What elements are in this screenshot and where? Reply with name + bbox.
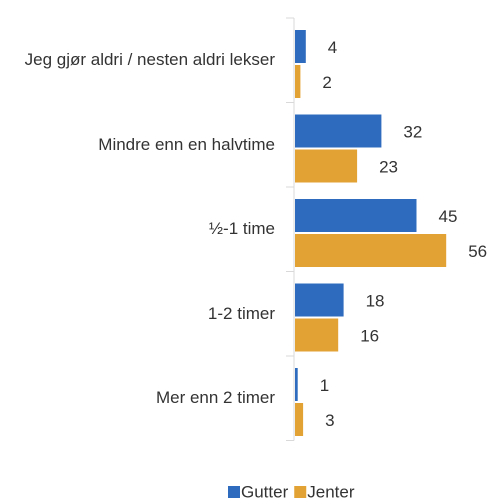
bar bbox=[295, 234, 447, 267]
category-text: Mer enn 2 timer bbox=[155, 388, 275, 408]
bar bbox=[295, 368, 298, 401]
bar bbox=[295, 318, 339, 352]
value-label: 16 bbox=[360, 326, 379, 345]
legend-label: Gutter bbox=[241, 482, 289, 501]
legend-swatch bbox=[294, 486, 307, 498]
category-label: 1-2 timer bbox=[208, 272, 275, 357]
bar bbox=[295, 114, 382, 148]
bar bbox=[295, 65, 301, 98]
value-label: 45 bbox=[439, 207, 458, 226]
value-label: 18 bbox=[366, 291, 385, 310]
category-label: Mindre enn en halvtime bbox=[98, 103, 275, 188]
legend-swatch bbox=[228, 486, 240, 498]
category-label: ½-1 time bbox=[209, 187, 275, 272]
category-text: ½-1 time bbox=[208, 219, 275, 239]
category-label: Mer enn 2 timer bbox=[156, 356, 275, 441]
bar bbox=[295, 30, 306, 63]
value-label: 23 bbox=[379, 157, 398, 176]
legend-label: Jenter bbox=[307, 482, 355, 501]
value-label: 1 bbox=[320, 376, 329, 395]
bar bbox=[295, 403, 304, 436]
category-text: 1-2 timer bbox=[207, 303, 275, 323]
category-label: Jeg gjør aldri / nesten aldri lekser bbox=[25, 18, 275, 103]
value-label: 32 bbox=[403, 122, 422, 141]
bar bbox=[295, 199, 417, 232]
bar bbox=[295, 283, 344, 317]
value-label: 4 bbox=[328, 38, 337, 57]
category-text: Jeg gjør aldri / nesten aldri lekser bbox=[24, 50, 275, 70]
bar bbox=[295, 149, 358, 183]
value-label: 56 bbox=[468, 242, 487, 261]
value-label: 3 bbox=[325, 411, 334, 430]
value-label: 2 bbox=[322, 73, 331, 92]
category-text: Mindre enn en halvtime bbox=[98, 134, 275, 154]
